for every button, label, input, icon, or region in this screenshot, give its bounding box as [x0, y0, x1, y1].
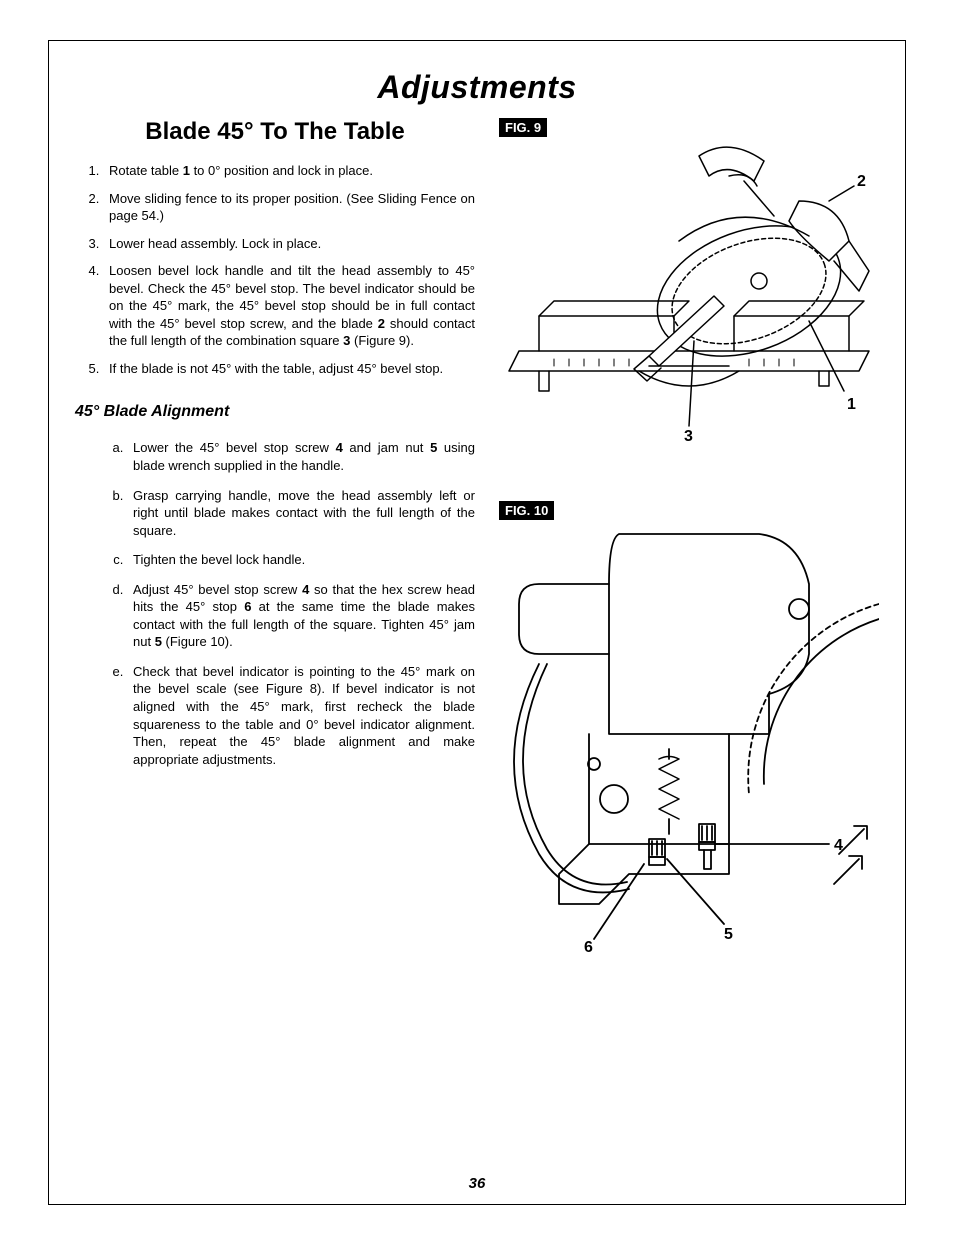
- alpha-a-1: Lower the 45° bevel stop screw: [133, 440, 336, 455]
- step-4-ref-2: 2: [378, 316, 385, 331]
- step-1-text-b: to 0° position and lock in place.: [190, 163, 373, 178]
- alpha-d-ref5: 5: [155, 634, 162, 649]
- fig9-callout-3: 3: [684, 428, 693, 441]
- step-4-text-c: (Figure 9).: [350, 333, 414, 348]
- figure-10-label: FIG. 10: [499, 501, 554, 520]
- section-heading: Blade 45° To The Table: [75, 118, 475, 146]
- alpha-d: Adjust 45° bevel stop screw 4 so that th…: [127, 581, 475, 651]
- left-column: Blade 45° To The Table Rotate table 1 to…: [75, 118, 475, 780]
- step-1: Rotate table 1 to 0° position and lock i…: [103, 162, 475, 180]
- figure-9-label: FIG. 9: [499, 118, 547, 137]
- figure-9-illustration: 2 1 3: [499, 141, 879, 441]
- step-5: If the blade is not 45° with the table, …: [103, 360, 475, 378]
- fig10-callout-4: 4: [834, 837, 843, 854]
- fig10-callout-6: 6: [584, 939, 593, 954]
- step-2: Move sliding fence to its proper positio…: [103, 190, 475, 225]
- alpha-steps: Lower the 45° bevel stop screw 4 and jam…: [75, 439, 475, 768]
- two-column-layout: Blade 45° To The Table Rotate table 1 to…: [75, 118, 879, 1014]
- alpha-a-ref4: 4: [336, 440, 343, 455]
- fig9-callout-2: 2: [857, 173, 866, 190]
- alpha-d-4: (Figure 10).: [162, 634, 233, 649]
- page-number: 36: [469, 1175, 486, 1192]
- right-column: FIG. 9: [499, 118, 879, 1014]
- figure-10-illustration: 4 5 6: [499, 524, 879, 954]
- alpha-a: Lower the 45° bevel stop screw 4 and jam…: [127, 439, 475, 474]
- alpha-d-1: Adjust 45° bevel stop screw: [133, 582, 302, 597]
- title-adjustments: Adjustments: [75, 69, 879, 106]
- fig10-callout-5: 5: [724, 926, 733, 943]
- numbered-steps: Rotate table 1 to 0° position and lock i…: [75, 162, 475, 377]
- step-1-text-a: Rotate table: [109, 163, 183, 178]
- figure-9-block: FIG. 9: [499, 118, 879, 441]
- alpha-c: Tighten the bevel lock handle.: [127, 551, 475, 569]
- step-3: Lower head assembly. Lock in place.: [103, 235, 475, 253]
- alpha-e: Check that bevel indicator is pointing t…: [127, 663, 475, 768]
- alpha-a-2: and jam nut: [343, 440, 430, 455]
- step-4: Loosen bevel lock handle and tilt the he…: [103, 262, 475, 350]
- alpha-b: Grasp carrying handle, move the head ass…: [127, 487, 475, 540]
- figure-10-block: FIG. 10: [499, 501, 879, 954]
- subsection-heading: 45° Blade Alignment: [75, 403, 475, 421]
- step-1-ref: 1: [183, 163, 190, 178]
- page: Adjustments Blade 45° To The Table Rotat…: [0, 0, 954, 1235]
- fig9-callout-1: 1: [847, 396, 856, 413]
- page-frame: Adjustments Blade 45° To The Table Rotat…: [48, 40, 906, 1205]
